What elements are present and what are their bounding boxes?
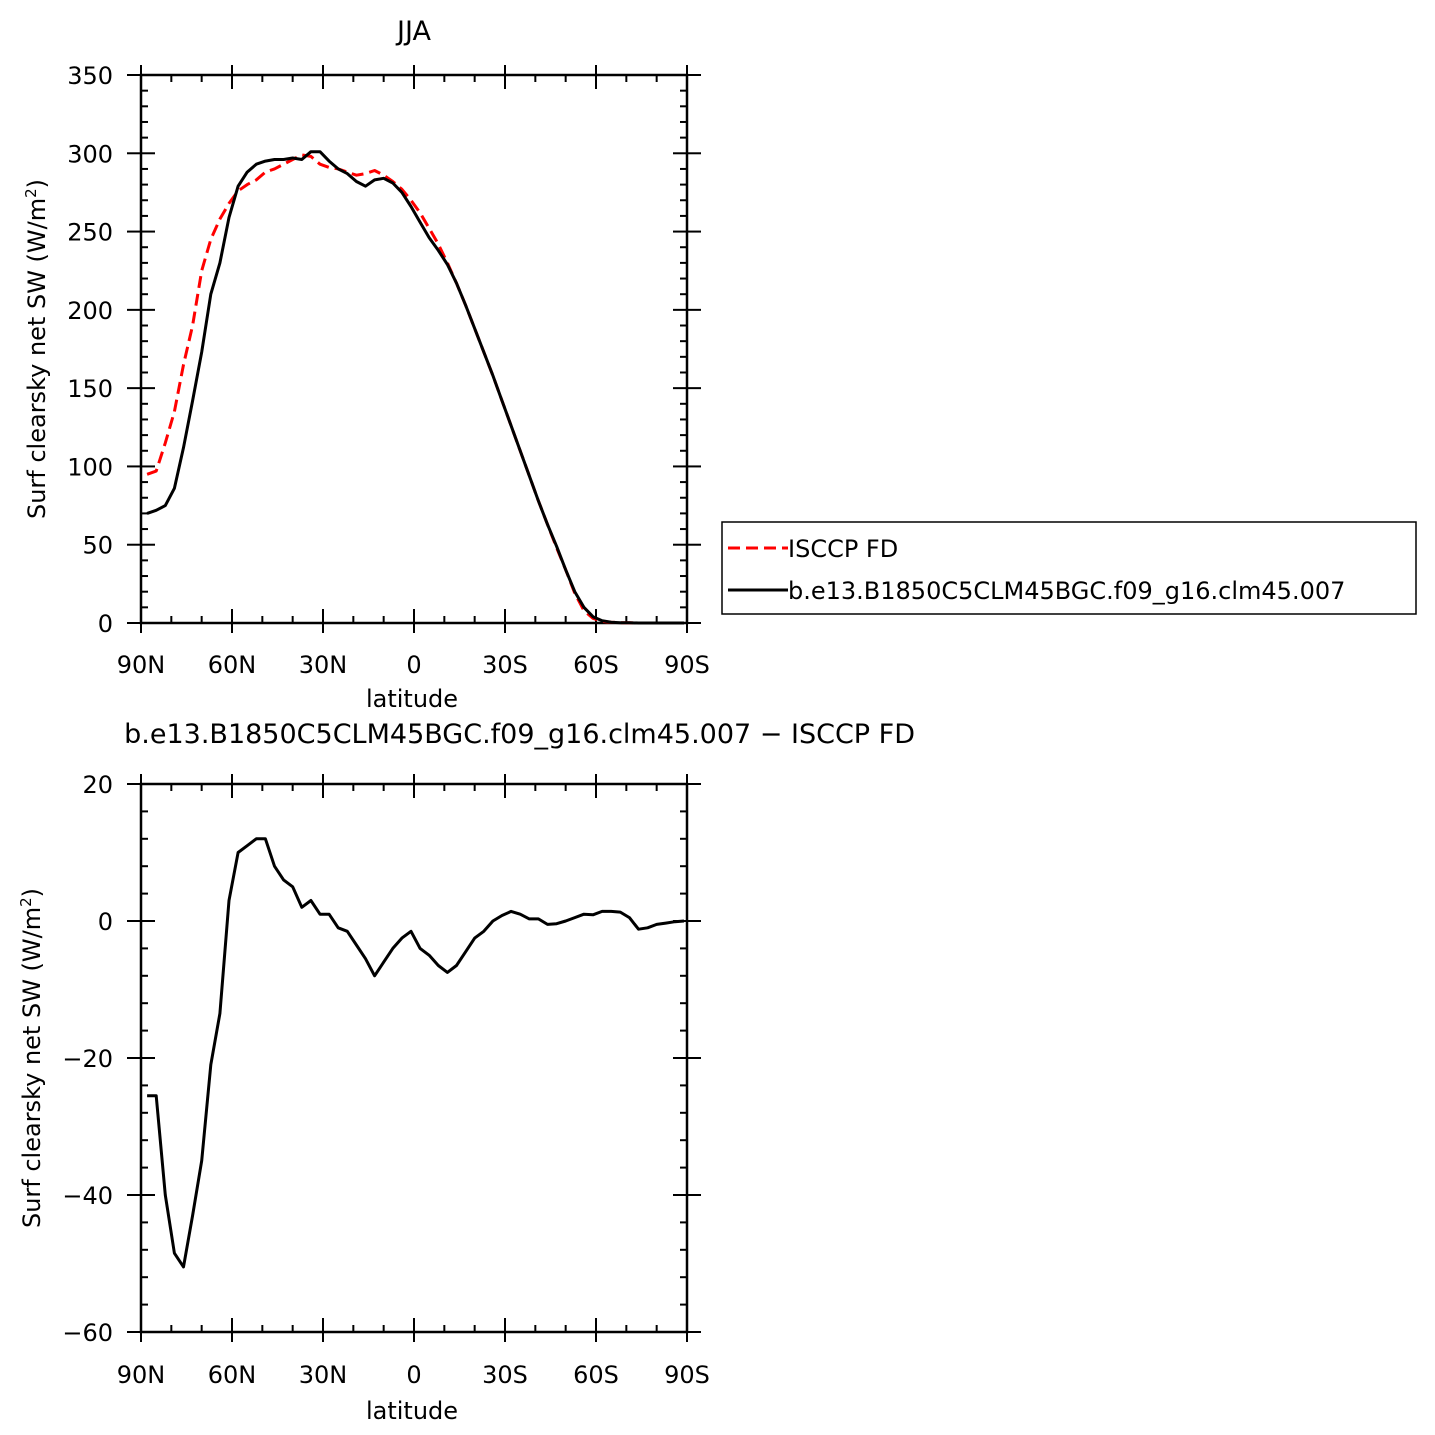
chart-panel-1: JJA 90N 60N 30N 0 30S 60S 90S 0 50 100 150 200 250 300…	[22, 16, 1417, 713]
y-axis-label: Surf clearsky net SW (W/m2)	[22, 179, 51, 519]
y-tick-label: 0	[98, 908, 113, 936]
y-axis-label-end: )	[23, 179, 51, 188]
x-tick-label: 90S	[664, 1361, 710, 1389]
y-tick-label: −40	[62, 1182, 113, 1210]
y-tick-label: 50	[82, 532, 113, 560]
x-tick-label: 30N	[299, 651, 348, 679]
series-line-1	[147, 837, 685, 1269]
chart-panel-2: b.e13.B1850C5CLM45BGC.f09_g16.clm45.007 …	[17, 719, 915, 1425]
x-tick-label: 0	[406, 1361, 421, 1389]
x-tick-label: 30S	[482, 651, 528, 679]
y-tick-label: 0	[98, 610, 113, 638]
x-tick-label: 0	[406, 651, 421, 679]
y-axis-label-superscript: 2	[17, 897, 35, 907]
plot-frame	[139, 73, 689, 625]
legend-label-2: b.e13.B1850C5CLM45BGC.f09_g16.clm45.007	[788, 577, 1345, 605]
legend: ISCCP FD b.e13.B1850C5CLM45BGC.f09_g16.cl…	[721, 521, 1417, 615]
x-tick-label: 90N	[117, 1361, 166, 1389]
y-tick-label: 200	[67, 297, 113, 325]
x-tick-label: 60N	[208, 1361, 257, 1389]
x-tick-label: 90S	[664, 651, 710, 679]
x-axis-label: latitude	[366, 1397, 458, 1425]
y-tick-label: −20	[62, 1045, 113, 1073]
y-tick-label: −60	[62, 1319, 113, 1347]
x-tick-label: 60S	[573, 651, 619, 679]
y-tick-label: 150	[67, 375, 113, 403]
x-tick-label: 90N	[117, 651, 166, 679]
plot-frame	[139, 782, 689, 1334]
chart-title: JJA	[395, 16, 431, 47]
y-axis-label: Surf clearsky net SW (W/m2)	[17, 888, 46, 1228]
legend-box	[721, 521, 1417, 615]
chart-title: b.e13.B1850C5CLM45BGC.f09_g16.clm45.007 …	[124, 719, 915, 750]
y-axis-label-end: )	[18, 888, 46, 897]
x-axis-label: latitude	[366, 685, 458, 713]
y-tick-label: 250	[67, 219, 113, 247]
y-tick-label: 300	[67, 140, 113, 168]
y-axis-label-main: Surf clearsky net SW (W/m	[23, 198, 51, 519]
x-tick-label: 30N	[299, 1361, 348, 1389]
y-axis-label-superscript: 2	[22, 188, 40, 198]
series-line-2	[146, 150, 684, 625]
y-tick-label: 20	[82, 771, 113, 799]
legend-label-1: ISCCP FD	[788, 535, 898, 563]
y-axis-label-main: Surf clearsky net SW (W/m	[18, 907, 46, 1228]
y-tick-label: 100	[67, 453, 113, 481]
x-tick-label: 30S	[482, 1361, 528, 1389]
x-tick-label: 60N	[208, 651, 257, 679]
x-tick-label: 60S	[573, 1361, 619, 1389]
y-tick-label: 350	[67, 62, 113, 90]
